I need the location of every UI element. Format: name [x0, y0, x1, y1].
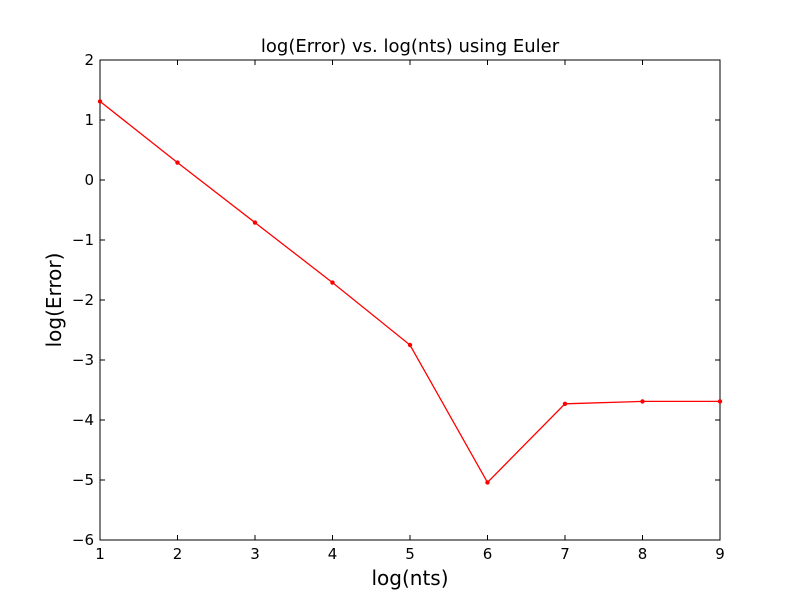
y-tick-label: −6 — [72, 531, 94, 549]
plot-area — [99, 59, 721, 541]
data-point — [640, 399, 645, 404]
x-tick-label: 5 — [405, 545, 415, 563]
x-tick-label: 7 — [560, 545, 570, 563]
y-tick-label: −2 — [72, 291, 94, 309]
x-tick-label: 4 — [328, 545, 338, 563]
y-tick-label: −3 — [72, 351, 94, 369]
y-tick-label: 1 — [84, 111, 94, 129]
axis-ticks: 1 2 3 4 5 6 7 8 9 −6 −5 −4 −3 −2 −1 0 1 2 — [72, 51, 725, 563]
y-tick-label: −5 — [72, 471, 94, 489]
data-point — [175, 160, 180, 165]
data-point — [562, 401, 568, 406]
data-point — [485, 480, 490, 485]
x-axis-label: log(nts) — [371, 566, 448, 590]
y-tick-label: −1 — [72, 231, 94, 249]
chart-title: log(Error) vs. log(nts) using Euler — [261, 36, 560, 57]
x-tick-label: 3 — [250, 545, 260, 563]
data-point — [252, 220, 258, 225]
x-tick-label: 8 — [638, 545, 648, 563]
x-tick-label: 1 — [95, 545, 105, 563]
y-tick-label: 2 — [84, 51, 94, 69]
data-point — [407, 342, 413, 348]
data-point — [97, 99, 103, 104]
y-axis-label: log(Error) — [42, 253, 66, 348]
x-tick-label: 2 — [173, 545, 183, 563]
y-tick-label: 0 — [84, 171, 94, 189]
x-tick-label: 9 — [715, 545, 725, 563]
y-tick-label: −4 — [72, 411, 94, 429]
data-point — [330, 280, 335, 285]
x-tick-label: 6 — [483, 545, 493, 563]
series-layer — [97, 99, 723, 485]
data-point — [717, 399, 723, 404]
